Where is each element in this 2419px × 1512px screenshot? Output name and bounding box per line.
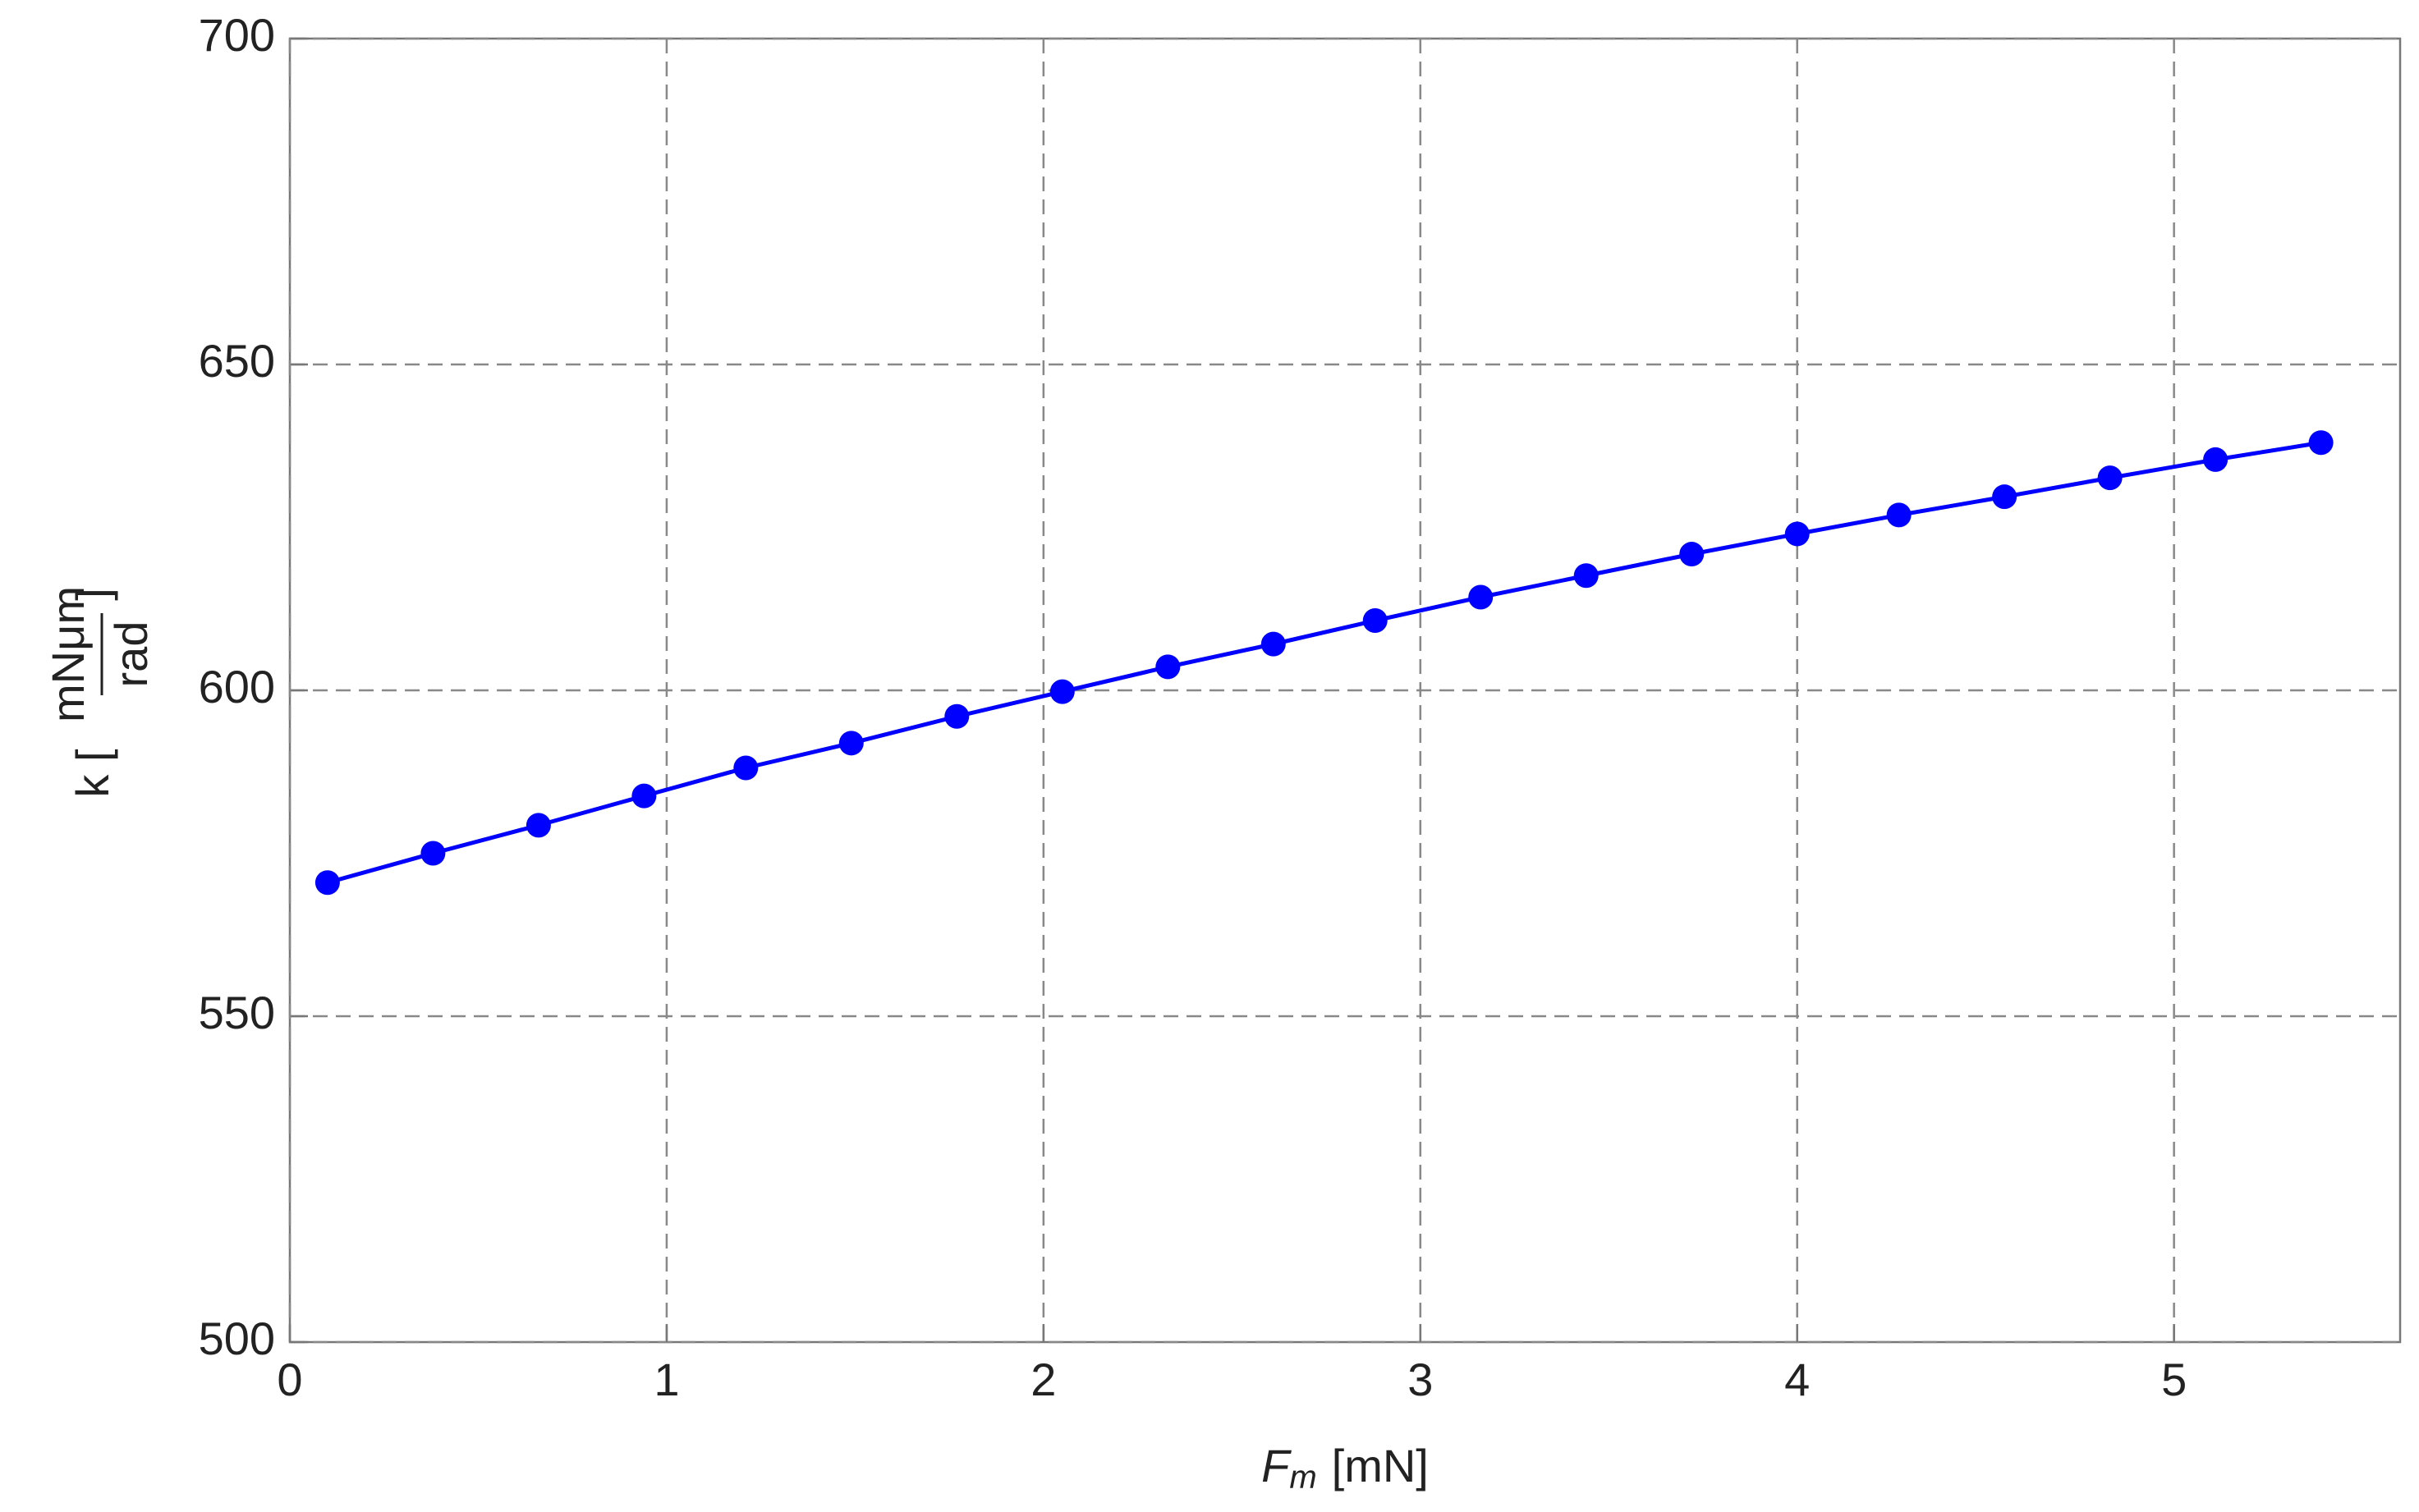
data-point	[1573, 563, 1599, 589]
data-point	[1155, 654, 1181, 680]
y-label-suffix: ]	[67, 588, 118, 601]
data-point	[526, 813, 551, 838]
data-point	[1992, 484, 2017, 510]
data-point	[2097, 465, 2123, 491]
data-point	[631, 783, 657, 809]
x-label-unit: [mN]	[1332, 1440, 1429, 1491]
series-line	[327, 440, 2322, 885]
y-tick-label: 700	[199, 9, 275, 61]
data-point	[1049, 679, 1075, 704]
x-tick-label: 1	[654, 1354, 679, 1405]
data-point	[1886, 502, 1912, 528]
y-tick-label: 500	[199, 1313, 275, 1364]
data-point	[944, 703, 970, 729]
y-tick-label: 550	[199, 987, 275, 1038]
data-point	[2203, 447, 2229, 472]
data-point	[2308, 430, 2334, 456]
x-tick-label: 5	[2161, 1354, 2187, 1405]
y-tick-label: 600	[199, 661, 275, 712]
data-point	[1362, 608, 1388, 634]
y-label-denominator: rad	[105, 621, 157, 688]
x-label-symbol: F	[1261, 1440, 1292, 1491]
data-point	[1468, 584, 1494, 610]
x-tick-label: 4	[1784, 1354, 1810, 1405]
x-tick-label: 3	[1407, 1354, 1433, 1405]
y-label-numerator: mNμm	[42, 586, 94, 722]
x-tick-label: 2	[1030, 1354, 1056, 1405]
data-point	[420, 841, 446, 866]
data-point	[838, 731, 864, 756]
x-label-subscript: m	[1289, 1459, 1316, 1496]
data-point	[1260, 631, 1286, 657]
y-axis-label: k [ mNμm rad ]	[42, 586, 157, 798]
x-tick-label: 0	[277, 1354, 302, 1405]
y-label-prefix: k [	[67, 749, 118, 798]
x-axis-label: Fm [mN]	[1261, 1440, 1429, 1496]
data-point	[1784, 521, 1810, 547]
data-point	[314, 870, 340, 896]
y-tick-label: 650	[199, 335, 275, 387]
data-point	[1679, 542, 1705, 567]
data-point	[733, 755, 759, 781]
